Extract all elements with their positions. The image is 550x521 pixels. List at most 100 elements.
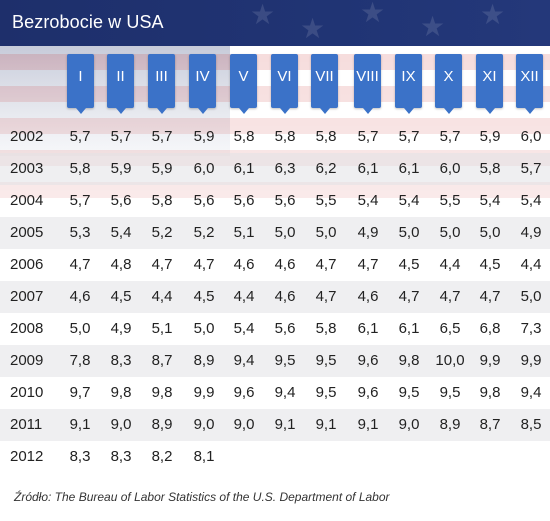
- year-cell: 2002: [10, 128, 44, 145]
- value-cell: 5,0: [520, 288, 542, 305]
- value-cell: 9,5: [315, 352, 337, 369]
- value-cell: 5,9: [479, 128, 501, 145]
- value-cell: [387, 441, 431, 473]
- value-cell: 8,3: [110, 352, 132, 369]
- table-row: 2011 9,1 9,0 8,9 9,0 9,0 9,1 9,1 9,1 9,0 8,9 8,7 8,5: [0, 409, 550, 441]
- table-row: 2008 5,0 4,9 5,1 5,0 5,4 5,6 5,8 6,1 6,1 6,5 6,8 7,3: [0, 313, 550, 345]
- value-cell: 9,8: [479, 384, 501, 401]
- year-cell: 2003: [10, 160, 44, 177]
- value-cell: 4,7: [398, 288, 420, 305]
- year-cell: 2012: [10, 448, 44, 465]
- value-cell: 4,6: [69, 288, 91, 305]
- value-cell: 5,1: [233, 224, 255, 241]
- value-cell: 9,9: [520, 352, 542, 369]
- value-cell: 6,0: [439, 160, 461, 177]
- value-cell: 7,3: [520, 320, 542, 337]
- star-icon: ★: [360, 0, 386, 28]
- year-cell: 2010: [10, 384, 44, 401]
- value-cell: 4,9: [110, 320, 132, 337]
- month-tag: V: [230, 54, 257, 114]
- value-cell: 6,1: [398, 160, 420, 177]
- month-tag: II: [107, 54, 134, 114]
- value-cell: 8,9: [193, 352, 215, 369]
- value-cell: 4,7: [479, 288, 501, 305]
- value-cell: 9,5: [315, 384, 337, 401]
- value-cell: [468, 441, 512, 473]
- value-cell: 4,6: [274, 288, 296, 305]
- value-cell: 9,5: [439, 384, 461, 401]
- value-cell: 4,4: [233, 288, 255, 305]
- value-cell: 5,9: [193, 128, 215, 145]
- value-cell: 5,0: [69, 320, 91, 337]
- value-cell: 4,5: [479, 256, 501, 273]
- value-cell: 5,0: [315, 224, 337, 241]
- month-tag: XI: [476, 54, 503, 114]
- value-cell: 9,0: [110, 416, 132, 433]
- month-tag: VIII: [354, 54, 381, 114]
- value-cell: 9,9: [479, 352, 501, 369]
- value-cell: 9,1: [315, 416, 337, 433]
- value-cell: [263, 441, 307, 473]
- value-cell: 5,7: [520, 160, 542, 177]
- table-row: 2003 5,8 5,9 5,9 6,0 6,1 6,3 6,2 6,1 6,1 6,0 5,8 5,7: [0, 153, 550, 185]
- month-tag: X: [435, 54, 462, 114]
- value-cell: 5,8: [479, 160, 501, 177]
- value-cell: 4,7: [357, 256, 379, 273]
- title-bar: ★ ★ ★ ★ ★ Bezrobocie w USA: [0, 0, 550, 46]
- table-row: 2006 4,7 4,8 4,7 4,7 4,6 4,6 4,7 4,7 4,5 4,4 4,5 4,4: [0, 249, 550, 281]
- month-tag: IV: [189, 54, 216, 114]
- year-cell: 2005: [10, 224, 44, 241]
- value-cell: 4,5: [193, 288, 215, 305]
- value-cell: 5,6: [193, 192, 215, 209]
- source-note: Źródło: The Bureau of Labor Statistics o…: [14, 490, 390, 504]
- value-cell: 8,7: [151, 352, 173, 369]
- value-cell: 9,5: [274, 352, 296, 369]
- value-cell: 4,4: [439, 256, 461, 273]
- year-cell: 2009: [10, 352, 44, 369]
- star-icon: ★: [480, 0, 506, 30]
- value-cell: [304, 441, 348, 473]
- table-row: 2005 5,3 5,4 5,2 5,2 5,1 5,0 5,0 4,9 5,0 5,0 5,0 4,9: [0, 217, 550, 249]
- value-cell: 8,3: [69, 448, 91, 465]
- month-tag: III: [148, 54, 175, 114]
- value-cell: 5,7: [151, 128, 173, 145]
- value-cell: 4,9: [357, 224, 379, 241]
- value-cell: 4,6: [357, 288, 379, 305]
- value-cell: 6,0: [520, 128, 542, 145]
- value-cell: 4,9: [520, 224, 542, 241]
- value-cell: 9,1: [69, 416, 91, 433]
- value-cell: 5,4: [357, 192, 379, 209]
- value-cell: 4,5: [110, 288, 132, 305]
- value-cell: 5,8: [69, 160, 91, 177]
- value-cell: 5,4: [398, 192, 420, 209]
- value-cell: 9,5: [398, 384, 420, 401]
- year-cell: 2007: [10, 288, 44, 305]
- value-cell: 5,5: [439, 192, 461, 209]
- value-cell: 5,0: [439, 224, 461, 241]
- value-cell: [346, 441, 390, 473]
- value-cell: 5,8: [315, 128, 337, 145]
- value-cell: 5,7: [110, 128, 132, 145]
- year-cell: 2011: [10, 416, 43, 433]
- value-cell: 5,0: [274, 224, 296, 241]
- table-row: 2010 9,7 9,8 9,8 9,9 9,6 9,4 9,5 9,6 9,5 9,5 9,8 9,4: [0, 377, 550, 409]
- star-icon: ★: [300, 13, 326, 44]
- value-cell: 4,5: [398, 256, 420, 273]
- value-cell: 8,9: [439, 416, 461, 433]
- value-cell: 8,7: [479, 416, 501, 433]
- flag-background: [0, 46, 550, 466]
- value-cell: 6,1: [398, 320, 420, 337]
- value-cell: [222, 441, 266, 473]
- value-cell: 6,0: [193, 160, 215, 177]
- value-cell: 6,1: [357, 320, 379, 337]
- value-cell: 4,6: [274, 256, 296, 273]
- star-icon: ★: [420, 11, 446, 42]
- value-cell: 5,7: [439, 128, 461, 145]
- value-cell: 7,8: [69, 352, 91, 369]
- value-cell: 9,4: [274, 384, 296, 401]
- value-cell: 9,8: [398, 352, 420, 369]
- value-cell: 9,4: [233, 352, 255, 369]
- flag-fade: [0, 46, 550, 466]
- value-cell: 5,7: [357, 128, 379, 145]
- month-tag: VII: [311, 54, 338, 114]
